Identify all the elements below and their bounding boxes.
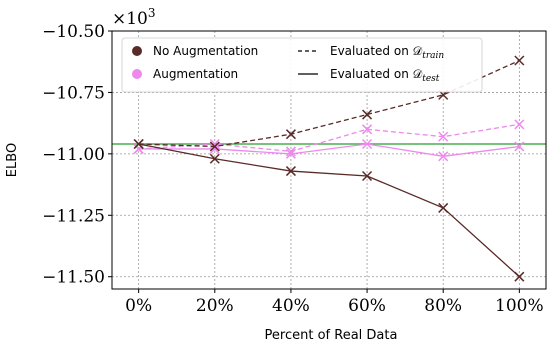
legend-label-no-augmentation: No Augmentation — [153, 44, 258, 58]
legend-marker-augmentation — [132, 69, 142, 79]
x-axis-label: Percent of Real Data — [265, 328, 398, 343]
y-multiplier-label: ×103 — [112, 6, 156, 29]
y-tick-label: −11.00 — [42, 145, 105, 165]
data-point-augmentation-test — [285, 148, 296, 159]
data-point-augmentation-train — [362, 124, 373, 135]
point-stroke — [514, 119, 525, 130]
legend-test-subscript: test — [422, 74, 440, 84]
data-point-no-augmentation-test — [133, 138, 144, 150]
point-stroke — [438, 202, 449, 213]
legend-label-test: Evaluated on 𝒟test — [330, 67, 440, 84]
point-stroke — [285, 129, 296, 140]
data-point-augmentation-test — [133, 143, 144, 154]
legend-train-symbol: 𝒟 — [413, 44, 423, 58]
data-point-no-augmentation-train — [209, 141, 220, 152]
x-tick-label: 40% — [272, 296, 310, 316]
data-point-no-augmentation-test — [362, 170, 373, 182]
data-point-no-augmentation-test — [438, 202, 449, 213]
legend-test-symbol: 𝒟 — [413, 67, 423, 81]
y-axis-label: ELBO — [5, 143, 20, 177]
data-point-no-augmentation-train — [362, 109, 373, 120]
data-point-no-augmentation-test — [285, 166, 296, 177]
y-tick-label: −11.50 — [42, 268, 105, 288]
y-multiplier-base: ×10 — [112, 9, 148, 29]
y-tick-label: −10.50 — [42, 22, 105, 42]
point-stroke — [209, 143, 220, 154]
x-tick-label: 100% — [495, 296, 544, 316]
point-stroke — [362, 138, 373, 150]
legend-label-train: Evaluated on 𝒟train — [330, 44, 444, 61]
point-stroke — [285, 166, 296, 177]
series-layer — [133, 55, 525, 282]
data-point-no-augmentation-train — [514, 55, 525, 66]
point-stroke — [514, 271, 525, 282]
point-stroke — [438, 131, 449, 142]
point-stroke — [362, 109, 373, 120]
x-tick-label: 80% — [424, 296, 462, 316]
data-point-augmentation-train — [285, 146, 296, 157]
point-stroke — [438, 151, 449, 162]
point-stroke — [514, 141, 525, 152]
x-tick-label: 60% — [348, 296, 386, 316]
plot-frame — [111, 30, 547, 290]
series-line-augmentation-train — [138, 123, 520, 153]
point-stroke — [209, 141, 220, 152]
point-stroke — [362, 170, 373, 182]
y-multiplier-exponent: 3 — [148, 6, 156, 20]
point-stroke — [362, 124, 373, 135]
point-stroke — [209, 153, 220, 164]
legend-box — [121, 37, 483, 93]
data-point-no-augmentation-train — [285, 129, 296, 140]
series-line-no-augmentation-test — [138, 143, 520, 278]
legend: No Augmentation Augmentation Evaluated o… — [121, 37, 483, 93]
data-point-augmentation-train — [514, 119, 525, 130]
data-point-augmentation-test — [514, 141, 525, 152]
data-point-no-augmentation-test — [514, 271, 525, 282]
data-point-augmentation-train — [438, 131, 449, 142]
legend-train-subscript: train — [422, 51, 444, 61]
legend-test-prefix: Evaluated on — [330, 67, 413, 81]
series-line-augmentation-test — [138, 143, 520, 157]
point-stroke — [285, 148, 296, 159]
data-point-augmentation-test — [362, 138, 373, 150]
x-tick-label: 20% — [196, 296, 234, 316]
legend-train-prefix: Evaluated on — [330, 44, 413, 58]
axis-ticks: −10.50 −10.75 −11.00 −11.25 −11.50 0% 20% 40% 60… — [42, 22, 544, 316]
y-tick-label: −11.25 — [42, 206, 105, 226]
grid — [112, 30, 546, 289]
x-tick-label: 0% — [125, 296, 152, 316]
point-stroke — [133, 143, 144, 154]
point-stroke — [133, 138, 144, 150]
legend-label-augmentation: Augmentation — [153, 67, 238, 81]
data-point-no-augmentation-test — [209, 153, 220, 164]
point-stroke — [285, 146, 296, 157]
legend-marker-no-augmentation — [132, 46, 142, 56]
point-stroke — [514, 55, 525, 66]
y-tick-label: −10.75 — [42, 83, 105, 103]
data-point-augmentation-test — [438, 151, 449, 162]
